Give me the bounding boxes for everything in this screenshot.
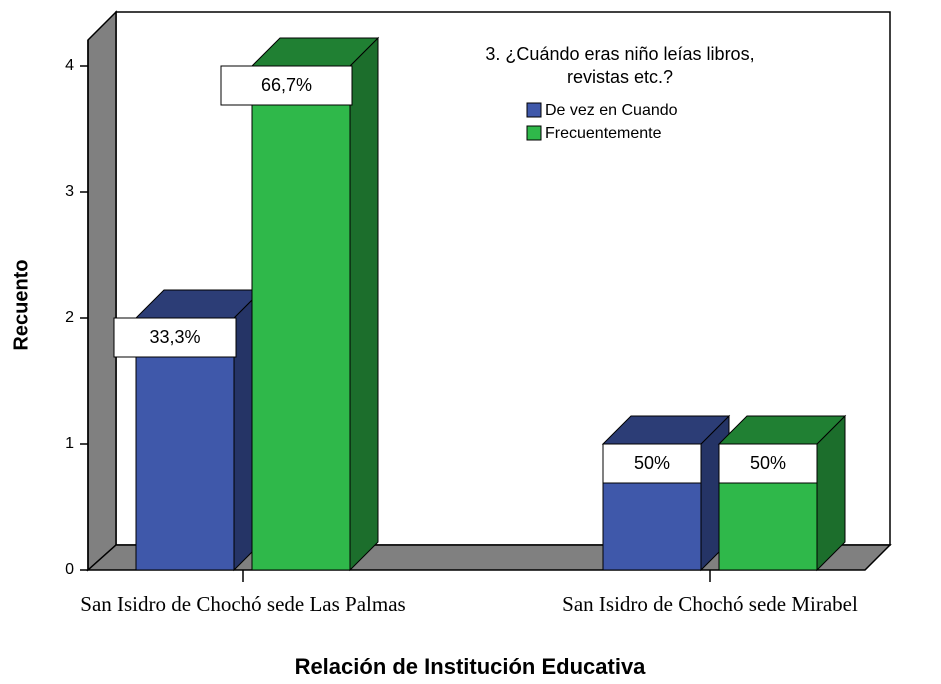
y-tick-label: 4 bbox=[65, 57, 74, 74]
value-label: 66,7% bbox=[261, 75, 312, 95]
value-label-box bbox=[602, 443, 702, 484]
x-tick-label: San Isidro de Chochó sede Las Palmas bbox=[80, 592, 405, 616]
bar bbox=[250, 36, 380, 572]
y-tick-label: 1 bbox=[65, 435, 74, 452]
x-tick-label: San Isidro de Chochó sede Mirabel bbox=[562, 592, 858, 616]
legend-label: De vez en Cuando bbox=[545, 102, 678, 119]
y-tick-label: 0 bbox=[65, 561, 74, 578]
x-tick-label-line: San Isidro de Chochó sede Mirabel bbox=[562, 592, 858, 616]
value-label: 50% bbox=[634, 453, 670, 473]
bar bbox=[601, 414, 731, 572]
y-tick-label: 3 bbox=[65, 183, 74, 200]
bar bbox=[717, 414, 847, 572]
value-label: 50% bbox=[750, 453, 786, 473]
x-tick-label-line: San Isidro de Chochó sede Las Palmas bbox=[80, 592, 405, 616]
x-axis-title: Relación de Institución Educativa bbox=[295, 654, 647, 679]
value-label-box bbox=[113, 317, 237, 358]
y-axis-title: Recuento bbox=[10, 259, 32, 350]
value-label-box bbox=[718, 443, 818, 484]
legend-title: revistas etc.? bbox=[567, 67, 673, 87]
value-label-box bbox=[220, 65, 353, 106]
legend-swatch bbox=[526, 102, 542, 118]
legend-label: Frecuentemente bbox=[545, 125, 662, 142]
bar-side bbox=[349, 36, 379, 572]
bar-front bbox=[135, 317, 235, 571]
legend-swatch bbox=[526, 125, 542, 141]
y-tick-label: 2 bbox=[65, 309, 74, 326]
bar-front bbox=[251, 65, 351, 571]
value-label: 33,3% bbox=[149, 327, 200, 347]
legend-title: 3. ¿Cuándo eras niño leías libros, bbox=[485, 44, 754, 64]
